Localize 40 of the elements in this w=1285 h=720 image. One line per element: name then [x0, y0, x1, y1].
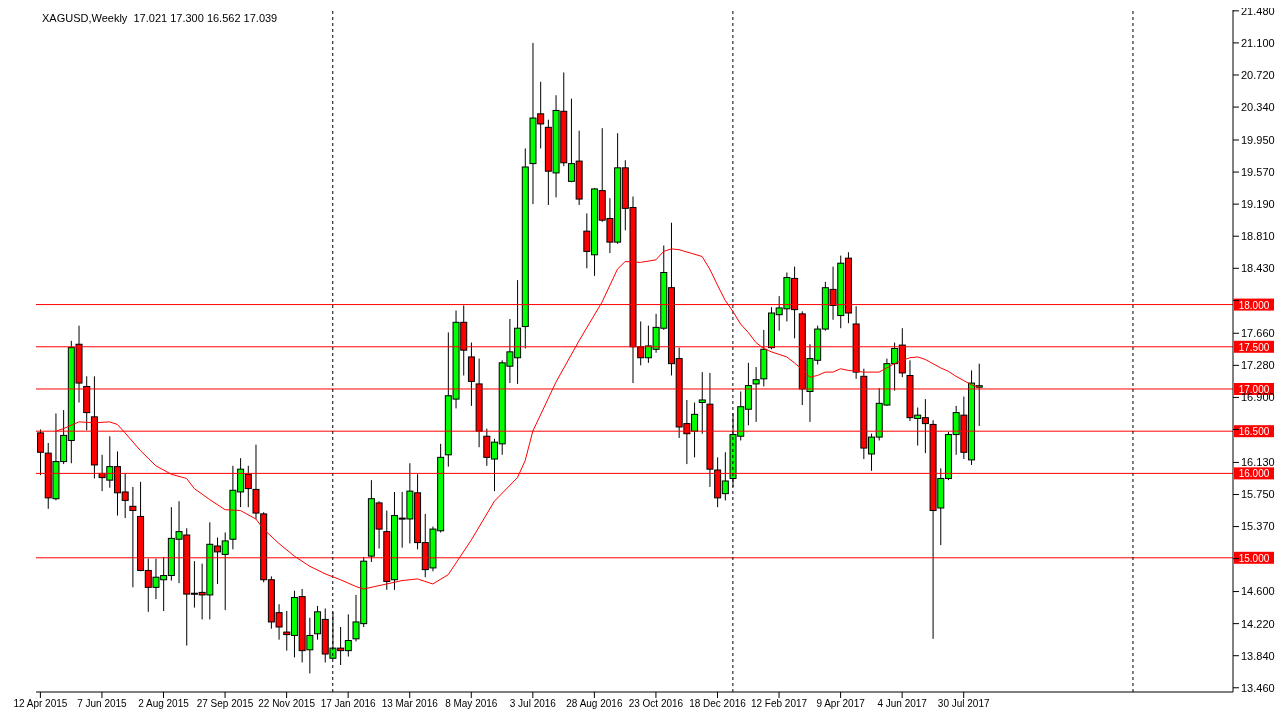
y-tick-label: 17.280 [1241, 359, 1275, 372]
x-tick-label: 3 Jul 2016 [509, 698, 557, 710]
y-tick-label: 19.950 [1241, 133, 1275, 146]
x-tick-label: 7 Jun 2015 [77, 698, 128, 710]
y-tick-label: 18.810 [1241, 230, 1275, 243]
y-tick-label: 20.720 [1241, 68, 1275, 81]
x-tick-label: 30 Jul 2017 [937, 698, 990, 710]
y-tick-label: 20.340 [1241, 100, 1275, 113]
ref-line-label: 16.000 [1238, 468, 1270, 480]
y-tick-label: 15.750 [1241, 488, 1275, 501]
x-tick-label: 12 Apr 2015 [13, 698, 68, 710]
y-tick-label: 15.370 [1241, 520, 1275, 533]
x-tick-label: 22 Nov 2015 [258, 698, 316, 710]
x-tick-label: 8 May 2016 [445, 698, 498, 710]
y-tick-label: 19.570 [1241, 165, 1275, 178]
y-tick-label: 14.220 [1241, 617, 1275, 630]
x-tick-label: 18 Dec 2016 [689, 698, 747, 710]
chart-title: XAGUSD,Weekly 17.021 17.300 16.562 17.039 [42, 12, 278, 24]
y-tick-label: 17.660 [1241, 327, 1275, 340]
y-tick-label: 14.600 [1241, 585, 1275, 598]
x-tick-label: 4 Jun 2017 [877, 698, 928, 710]
y-tick-label: 13.840 [1241, 649, 1275, 662]
y-tick-label: 16.130 [1241, 456, 1275, 469]
y-tick-label: 19.190 [1241, 198, 1275, 211]
x-tick-label: 12 Feb 2017 [750, 698, 808, 710]
y-tick-label: 21.100 [1241, 36, 1275, 49]
x-tick-label: 9 Apr 2017 [816, 698, 866, 710]
y-tick-label: 21.480 [1241, 4, 1275, 17]
x-tick-label: 23 Oct 2016 [628, 698, 684, 710]
x-tick-label: 2 Aug 2015 [138, 698, 190, 710]
x-tick-label: 27 Sep 2015 [196, 698, 254, 710]
x-tick-label: 13 Mar 2016 [381, 698, 439, 710]
ref-line-label: 16.500 [1238, 426, 1270, 438]
ref-line-label: 18.000 [1238, 299, 1270, 311]
y-tick-label: 18.430 [1241, 262, 1275, 275]
x-tick-label: 28 Aug 2016 [566, 698, 623, 710]
y-tick-label: 13.460 [1241, 681, 1275, 694]
ref-line-label: 15.000 [1238, 552, 1270, 564]
ref-line-label: 17.500 [1238, 341, 1270, 353]
x-tick-label: 17 Jan 2016 [320, 698, 377, 710]
